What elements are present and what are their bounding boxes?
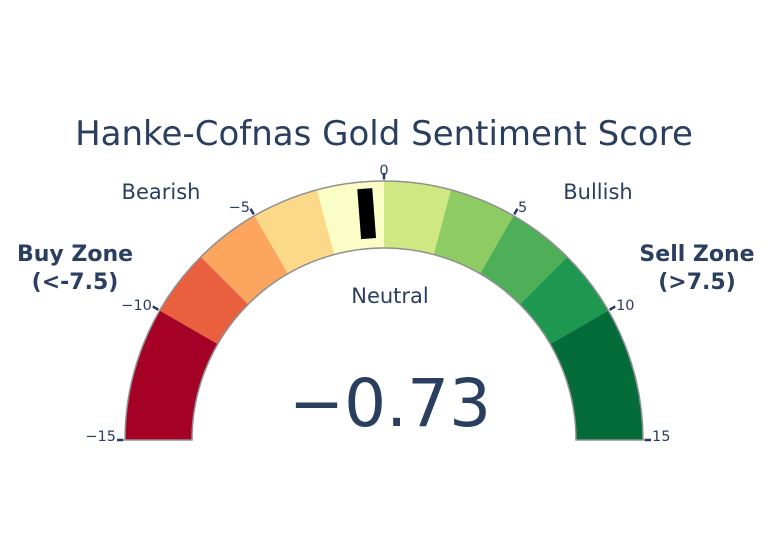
gauge-tick-label: 5 xyxy=(518,200,527,216)
label-neutral: Neutral xyxy=(351,284,429,308)
label-sell-zone-line2: (>7.5) xyxy=(658,270,736,295)
gauge-step xyxy=(384,181,452,255)
gauge-step xyxy=(433,189,514,274)
label-sell-zone: Sell Zone (>7.5) xyxy=(622,241,768,297)
gauge-step xyxy=(254,189,335,274)
label-buy-zone-line2: (<-7.5) xyxy=(31,270,119,295)
gauge-tick xyxy=(249,208,255,216)
label-buy-zone: Buy Zone (<-7.5) xyxy=(0,241,150,297)
chart-title: Hanke-Cofnas Gold Sentiment Score xyxy=(75,114,693,154)
gauge-tick xyxy=(608,305,616,311)
gauge-tick-label: −15 xyxy=(85,429,116,445)
gauge-needle-bar xyxy=(357,188,377,240)
label-bearish: Bearish xyxy=(121,180,201,204)
gauge-tick-label: −5 xyxy=(229,200,250,216)
gauge-tick xyxy=(513,208,519,216)
gauge-needle xyxy=(357,188,377,240)
label-buy-zone-line1: Buy Zone xyxy=(16,242,134,267)
gauge-tick-label: −10 xyxy=(121,298,152,314)
label-sell-zone-line1: Sell Zone xyxy=(639,242,755,267)
gauge-tick xyxy=(152,305,160,311)
gauge-tick-label: 10 xyxy=(616,298,634,314)
gauge-value: −0.73 xyxy=(288,365,492,442)
gauge-tick-label: 0 xyxy=(379,163,388,179)
gauge-tick-label: 15 xyxy=(652,429,670,445)
label-bullish: Bullish xyxy=(563,180,633,204)
gauge-band-outline xyxy=(124,180,644,441)
